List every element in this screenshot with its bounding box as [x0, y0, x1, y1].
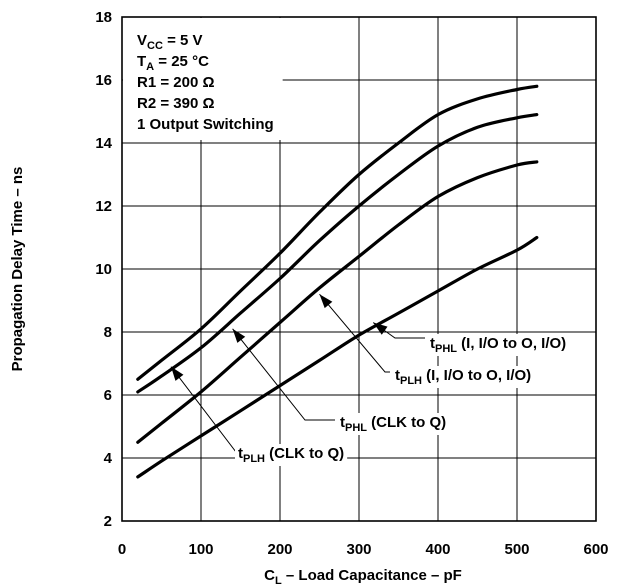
conditions-annotation: VCC = 5 VTA = 25 °CR1 = 200 Ω R2 = 390 Ω 1…	[137, 32, 274, 133]
x-axis-title: CL – Load Capacitance – pF	[264, 567, 462, 586]
x-tick-label: 0	[118, 541, 126, 558]
y-tick-label: 12	[95, 198, 112, 215]
y-tick-label: 6	[104, 387, 112, 404]
y-tick-label: 10	[95, 261, 112, 278]
series-label-bg	[392, 366, 535, 388]
condition-line: TA = 25 °C	[137, 53, 209, 73]
series-line-0	[136, 84, 539, 381]
series-line-3	[136, 235, 539, 479]
condition-line: 1 Output Switching	[137, 116, 274, 133]
x-tick-label: 500	[504, 541, 529, 558]
y-tick-label: 16	[95, 72, 112, 89]
series-label-bg	[235, 444, 348, 466]
series-label-0: tPLH (CLK to Q)	[238, 445, 344, 465]
callouts: tPLH (CLK to Q) tPHL (CLK to Q) tPLH (I, I…	[170, 293, 570, 466]
condition-line: R2 = 390 Ω	[137, 95, 215, 112]
series-label-2: tPLH (I, I/O to O, I/O)	[395, 367, 531, 387]
series-line-1	[136, 113, 539, 394]
condition-line: R1 = 200 Ω	[137, 74, 215, 91]
y-axis-title: Propagation Delay Time – ns	[9, 167, 26, 372]
callout-leader	[319, 293, 390, 373]
series-lines	[136, 84, 539, 479]
callout-arrowhead	[319, 294, 333, 309]
conditions-box	[123, 18, 283, 140]
callout-leader	[232, 328, 335, 421]
series-label-1: tPHL (CLK to Q)	[340, 414, 446, 434]
tick-labels: 0 100 200 300 400 500 600 2 4 6 8 10 12 14 16 18	[95, 9, 608, 558]
y-tick-label: 14	[95, 135, 112, 152]
series-label-3: tPHL (I, I/O to O, I/O)	[430, 335, 566, 355]
series-label-bg	[427, 334, 570, 356]
callout-arrowhead	[232, 328, 246, 343]
x-tick-label: 300	[346, 541, 371, 558]
series-line-2	[136, 160, 539, 444]
x-tick-label: 600	[583, 541, 608, 558]
y-tick-label: 4	[104, 450, 113, 467]
x-tick-label: 200	[267, 541, 292, 558]
x-tick-label: 100	[188, 541, 213, 558]
callout-arrowhead	[170, 366, 184, 381]
y-tick-label: 2	[104, 513, 112, 530]
condition-line: VCC = 5 V	[137, 32, 203, 52]
callout-leader	[170, 366, 300, 453]
y-tick-label: 18	[95, 9, 112, 26]
callout-arrowhead	[373, 322, 388, 335]
y-tick-label: 8	[104, 324, 112, 341]
plot-frame	[121, 16, 597, 522]
x-tick-label: 400	[425, 541, 450, 558]
series-label-bg	[337, 413, 450, 435]
